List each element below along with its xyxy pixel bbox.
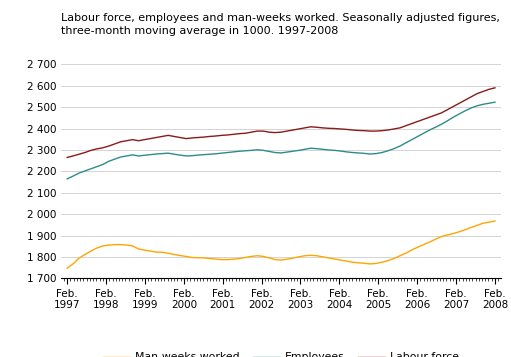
Employees: [432, 125, 438, 129]
Labour force: [278, 130, 284, 134]
Labour force: [450, 104, 456, 109]
Man-weeks worked: [421, 242, 427, 247]
Man-weeks worked: [159, 250, 165, 255]
Man-weeks worked: [64, 266, 70, 270]
Employees: [64, 177, 70, 181]
Employees: [492, 100, 498, 104]
Line: Employees: Employees: [67, 102, 495, 179]
Text: Labour force, employees and man-weeks worked. Seasonally adjusted figures,
three: Labour force, employees and man-weeks wo…: [61, 13, 500, 36]
Man-weeks worked: [450, 231, 456, 236]
Line: Labour force: Labour force: [67, 88, 495, 157]
Man-weeks worked: [432, 237, 438, 241]
Employees: [278, 151, 284, 155]
Man-weeks worked: [278, 258, 284, 262]
Man-weeks worked: [206, 256, 213, 261]
Employees: [159, 151, 165, 156]
Labour force: [421, 117, 427, 121]
Labour force: [432, 113, 438, 117]
Employees: [206, 152, 213, 156]
Legend: Man-weeks worked, Employees, Labour force: Man-weeks worked, Employees, Labour forc…: [98, 348, 464, 357]
Labour force: [159, 134, 165, 139]
Line: Man-weeks worked: Man-weeks worked: [67, 221, 495, 268]
Labour force: [206, 134, 213, 139]
Labour force: [492, 86, 498, 90]
Man-weeks worked: [492, 219, 498, 223]
Labour force: [64, 155, 70, 160]
Employees: [450, 115, 456, 119]
Employees: [421, 131, 427, 135]
